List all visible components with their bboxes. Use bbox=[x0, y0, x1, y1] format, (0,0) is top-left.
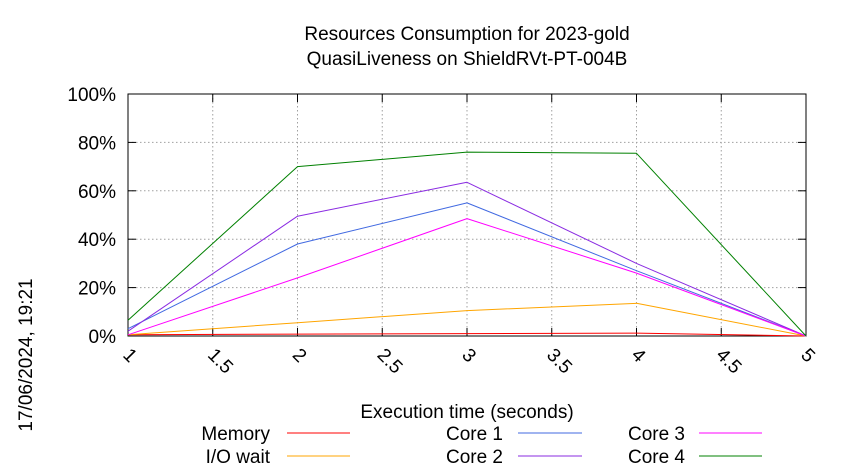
y-tick-label: 80% bbox=[78, 133, 116, 154]
y-tick-label: 40% bbox=[78, 230, 116, 251]
plot-frame bbox=[127, 93, 807, 337]
legend-label-core-3: Core 3 bbox=[628, 424, 685, 445]
series-lines bbox=[127, 151, 807, 337]
x-tick-label: 3 bbox=[457, 345, 479, 367]
x-tick-label: 2.5 bbox=[373, 345, 407, 379]
chart-title-line-2: QuasiLiveness on ShieldRVt-PT-004B bbox=[307, 49, 628, 70]
x-tick-label: 5 bbox=[796, 345, 818, 367]
legend-label-core-1: Core 1 bbox=[446, 424, 503, 445]
grid bbox=[127, 93, 807, 337]
x-tick-label: 1.5 bbox=[203, 345, 237, 379]
timestamp: 17/06/2024, 19:21 bbox=[16, 278, 37, 431]
legend-label-memory: Memory bbox=[201, 424, 270, 445]
y-tick-label: 0% bbox=[89, 327, 117, 348]
legend-label-i-o-wait: I/O wait bbox=[206, 447, 271, 468]
legend-label-core-4: Core 4 bbox=[628, 447, 685, 468]
x-tick-label: 1 bbox=[118, 345, 140, 367]
series-line-core-1 bbox=[127, 202, 807, 337]
series-line-i-o-wait bbox=[127, 302, 807, 337]
series-line-core-3 bbox=[127, 218, 807, 337]
x-axis-label: Execution time (seconds) bbox=[360, 402, 573, 423]
x-tick-label: 4 bbox=[627, 345, 650, 368]
x-tick-label: 4.5 bbox=[712, 345, 746, 379]
series-line-core-4 bbox=[127, 151, 807, 337]
legend-label-core-2: Core 2 bbox=[446, 447, 503, 468]
series-line-memory bbox=[127, 332, 807, 337]
chart-title-line-1: Resources Consumption for 2023-gold bbox=[304, 24, 629, 45]
x-tick-label: 2 bbox=[288, 345, 310, 367]
series-line-core-2 bbox=[127, 181, 807, 337]
x-tick-label: 3.5 bbox=[542, 345, 576, 379]
y-tick-label: 60% bbox=[78, 182, 116, 203]
y-tick-label: 100% bbox=[67, 85, 116, 106]
y-tick-label: 20% bbox=[78, 279, 116, 300]
